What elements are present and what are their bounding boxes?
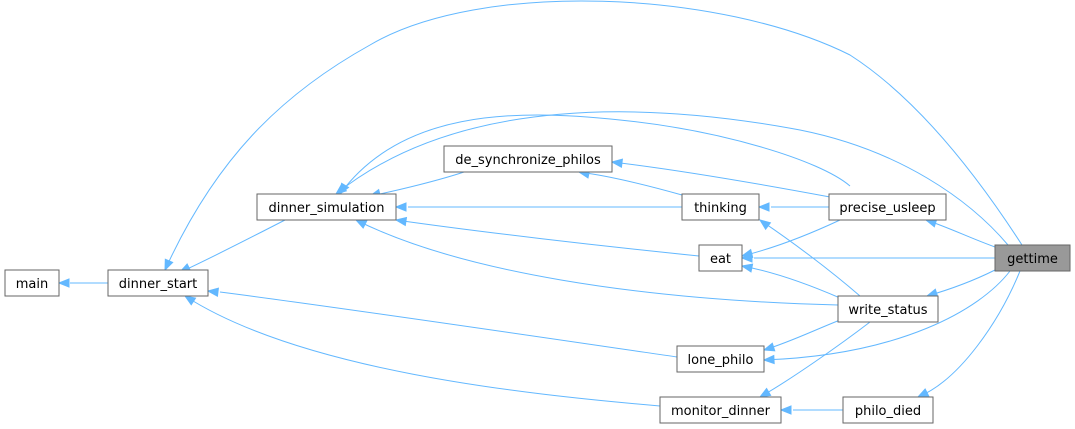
edge-philo-died-to-monitor-dinner — [779, 405, 843, 415]
edge-arrowhead — [758, 219, 772, 231]
edge-arrowhead — [740, 253, 753, 263]
edge-arrowhead — [57, 278, 70, 288]
node-gettime[interactable]: gettime — [994, 244, 1071, 272]
edge-arrowhead — [334, 183, 348, 195]
node-label-thinking: thinking — [694, 201, 747, 216]
edge-line — [355, 219, 839, 306]
node-lone-philo[interactable]: lone_philo — [676, 345, 765, 373]
edge-precise-usleep-to-de-synchronize-philos — [610, 158, 831, 198]
edge-line — [184, 295, 661, 407]
edge-line — [219, 291, 678, 358]
edge-arrowhead — [183, 295, 197, 306]
edge-gettime-to-dinner-start — [164, 0, 1023, 272]
edge-arrowhead — [394, 216, 408, 227]
edge-lone-philo-to-dinner-start — [206, 287, 678, 358]
edge-line — [369, 171, 465, 197]
edge-gettime-to-lone-philo — [762, 270, 1011, 365]
edge-thinking-to-dinner-simulation — [394, 202, 682, 212]
node-precise-usleep[interactable]: precise_usleep — [828, 193, 947, 221]
edge-write-status-to-monitor-dinner — [758, 321, 871, 398]
edge-line — [741, 219, 841, 257]
edge-line — [759, 219, 861, 297]
edge-gettime-to-dinner-simulation — [334, 111, 1009, 246]
node-label-write-status: write_status — [848, 303, 927, 318]
node-eat[interactable]: eat — [698, 244, 743, 272]
edge-line — [925, 219, 996, 248]
edge-line — [578, 171, 683, 196]
edge-write-status-to-dinner-simulation — [354, 219, 839, 306]
node-label-main: main — [16, 277, 48, 292]
edge-arrowhead — [740, 263, 754, 273]
node-label-gettime: gettime — [1007, 252, 1058, 267]
edge-precise-usleep-to-thinking — [757, 202, 829, 212]
node-dinner-start[interactable]: dinner_start — [107, 269, 209, 297]
edge-line — [763, 319, 841, 351]
edge-line — [917, 270, 1021, 398]
node-label-precise-usleep: precise_usleep — [839, 201, 935, 216]
node-label-eat: eat — [710, 252, 731, 267]
edge-line — [763, 270, 1011, 361]
edge-arrowhead — [757, 202, 770, 212]
node-label-lone-philo: lone_philo — [688, 353, 754, 368]
edge-eat-to-dinner-simulation — [394, 216, 700, 257]
node-monitor-dinner[interactable]: monitor_dinner — [659, 396, 782, 424]
edge-write-status-to-eat — [740, 263, 841, 299]
edge-gettime-to-write-status — [925, 269, 996, 298]
edge-dinner-start-to-main — [57, 278, 108, 288]
edge-dinner-simulation-to-dinner-start — [178, 219, 286, 273]
edge-gettime-to-eat — [740, 253, 995, 263]
edges-layer — [57, 0, 1023, 415]
edge-line — [741, 265, 841, 299]
edge-line — [164, 0, 1023, 271]
edge-gettime-to-precise-usleep — [924, 218, 996, 248]
edge-monitor-dinner-to-dinner-start — [183, 295, 661, 407]
edge-line — [611, 161, 831, 198]
edge-arrowhead — [354, 219, 368, 229]
edge-line — [335, 111, 1009, 246]
node-thinking[interactable]: thinking — [681, 193, 760, 221]
edge-line — [339, 114, 851, 195]
edge-line — [759, 321, 871, 398]
edge-arrowhead — [762, 354, 775, 365]
edge-write-status-to-thinking — [758, 219, 861, 297]
node-label-dinner-start: dinner_start — [119, 277, 197, 292]
edge-precise-usleep-to-eat — [740, 219, 841, 258]
edge-arrowhead — [779, 405, 792, 415]
edge-arrowhead — [762, 342, 776, 352]
edge-arrowhead — [610, 158, 623, 168]
edge-write-status-to-lone-philo — [762, 319, 841, 352]
edge-gettime-to-philo-died — [916, 270, 1021, 398]
edge-line — [926, 269, 996, 297]
edge-arrowhead — [916, 388, 930, 398]
node-main[interactable]: main — [4, 269, 60, 297]
edge-line — [395, 219, 700, 257]
node-write-status[interactable]: write_status — [837, 295, 939, 323]
node-de-synchronize-philos[interactable]: de_synchronize_philos — [443, 145, 613, 173]
node-label-monitor-dinner: monitor_dinner — [671, 404, 771, 419]
edge-thinking-to-de-synchronize-philos — [577, 169, 683, 196]
node-label-philo-died: philo_died — [855, 404, 921, 419]
node-label-de-synchronize-philos: de_synchronize_philos — [455, 153, 601, 168]
edge-line — [184, 219, 286, 271]
edge-arrowhead — [206, 287, 219, 297]
node-dinner-simulation[interactable]: dinner_simulation — [256, 193, 397, 221]
edge-arrowhead — [758, 387, 772, 398]
edge-arrowhead — [394, 202, 407, 212]
edge-arrowhead — [164, 258, 174, 272]
node-philo-died[interactable]: philo_died — [842, 396, 934, 424]
node-label-dinner-simulation: dinner_simulation — [269, 201, 385, 216]
